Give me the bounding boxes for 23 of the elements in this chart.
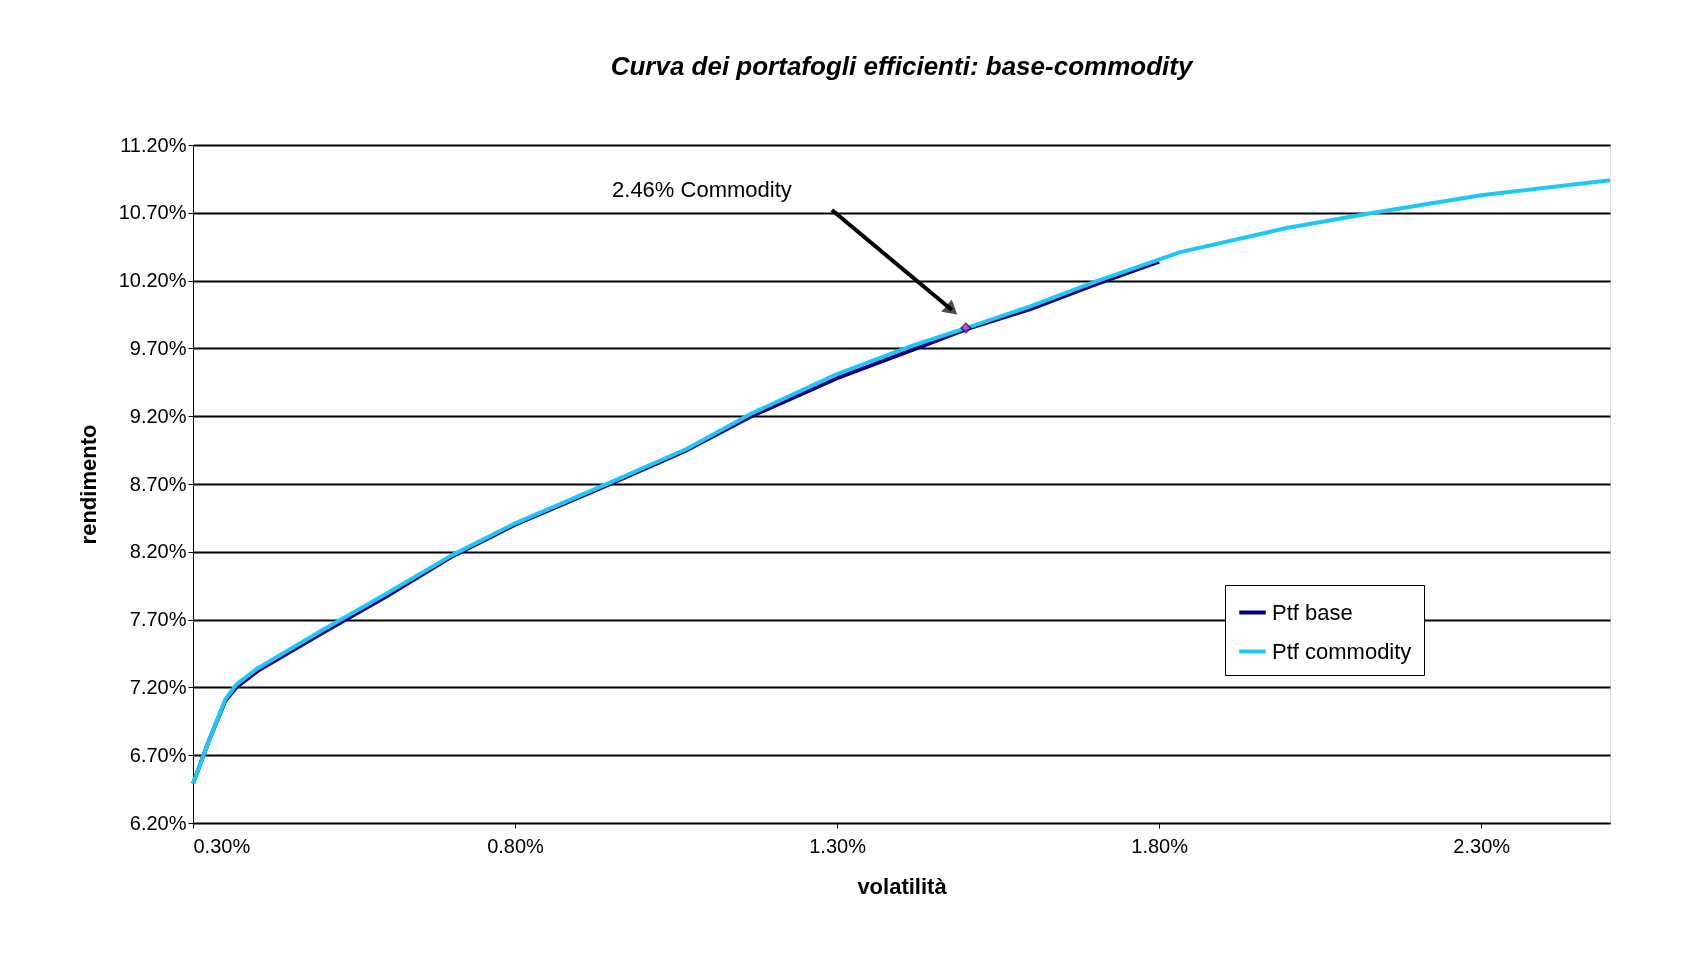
x-tick-label: 1.30%: [809, 834, 867, 857]
x-tick-label: 1.80%: [1131, 834, 1189, 857]
x-tick-label: 2.30%: [1453, 834, 1511, 857]
x-tick-label: 0.30%: [193, 834, 251, 857]
y-axis-title: rendimento: [75, 424, 101, 545]
legend-label: Ptf base: [1272, 599, 1353, 625]
y-tick-label: 7.20%: [129, 675, 187, 698]
line-series: [191, 178, 1612, 786]
y-tick-label: 6.70%: [129, 743, 187, 766]
x-tick-label: 0.80%: [487, 834, 545, 857]
y-tick-label: 11.20%: [120, 133, 187, 156]
y-tick-label: 9.20%: [129, 404, 187, 427]
y-tick-label: 6.20%: [129, 811, 187, 834]
y-tick-label: 9.70%: [129, 336, 187, 359]
y-tick-label: 7.70%: [129, 608, 187, 631]
y-tick-label: 8.20%: [129, 540, 187, 563]
legend-label: Ptf commodity: [1272, 638, 1412, 664]
y-tick-label: 10.70%: [118, 201, 187, 224]
x-axis-title: volatilità: [857, 873, 948, 899]
annotation: 2.46% Commodity: [612, 177, 792, 203]
y-tick-label: 10.20%: [118, 269, 187, 292]
chart-title: Curva dei portafogli efficienti: base-commodity: [610, 51, 1194, 81]
y-tick-label: 8.70%: [129, 472, 187, 495]
